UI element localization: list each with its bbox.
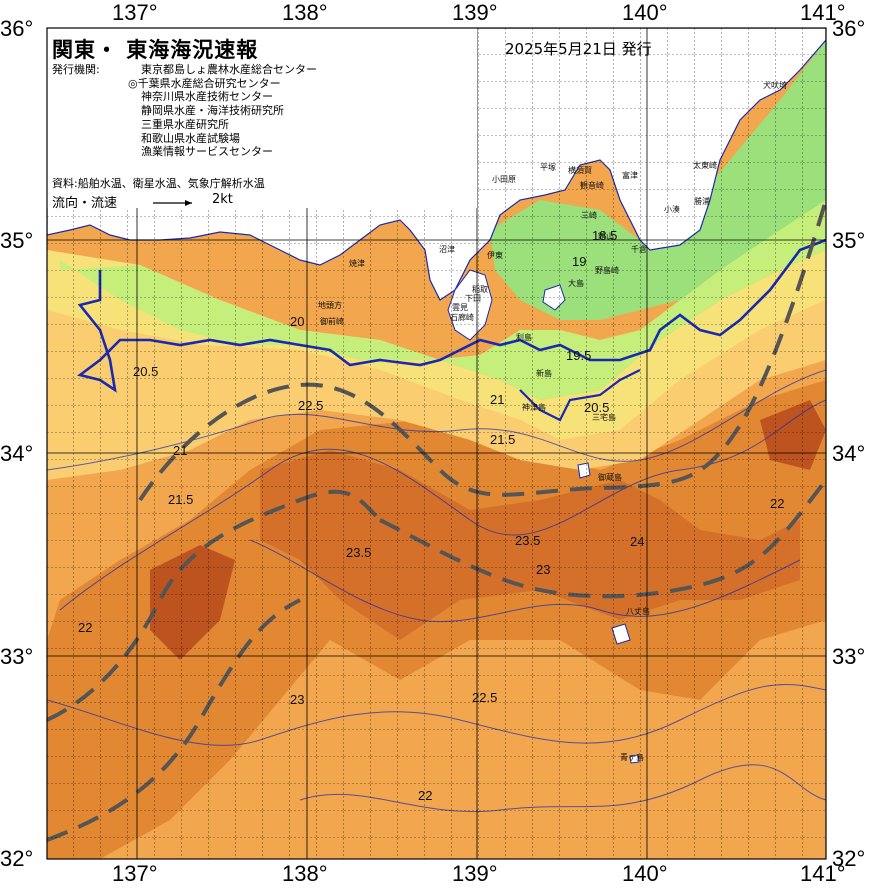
map-frame xyxy=(46,27,827,860)
place-omaezaki: 御前崎 xyxy=(320,317,344,326)
place-hiratsuka: 平塚 xyxy=(540,163,556,172)
place-kominato: 小湊 xyxy=(664,205,680,214)
place-katsuura: 勝浦 xyxy=(694,197,710,206)
issuer-list: 東京都島しょ農林水産総合センター ◎千葉県水産総合研究センター 神奈川県水産技術… xyxy=(128,63,317,159)
legend-panel xyxy=(47,28,477,208)
data-source: 資料:船舶水温、衛星水温、気象庁解析水温 xyxy=(52,177,265,190)
issuer-item: 漁業情報サービスセンター xyxy=(141,145,273,159)
place-inubozaki: 犬吠埼 xyxy=(763,81,787,90)
lon-tick-139: 139° xyxy=(452,0,498,25)
place-futtsu: 富津 xyxy=(622,171,638,180)
lat-tick-34-right: 34° xyxy=(832,441,866,466)
lon-tick-141: 141° xyxy=(800,0,846,25)
place-kozushima: 神津島 xyxy=(522,403,546,412)
contour-label: 23.5 xyxy=(346,545,371,560)
place-kumomi: 雲見 xyxy=(452,303,468,312)
issuer-item: 東京都島しょ農林水産総合センター xyxy=(141,63,317,76)
place-irozaki: 石廊崎 xyxy=(450,313,474,322)
contour-label: 20 xyxy=(290,314,304,329)
place-yokosuka: 横須賀 xyxy=(568,166,592,175)
contour-label: 22 xyxy=(770,496,784,511)
contour-label: 19 xyxy=(572,254,586,269)
place-nojimazaki: 野島崎 xyxy=(595,266,619,275)
issuer-item: 和歌山県水産試験場 xyxy=(141,131,240,145)
lon-tick-140: 140° xyxy=(622,0,668,25)
contour-label: 21.5 xyxy=(490,432,515,447)
lon-tick-139-bottom: 139° xyxy=(452,861,498,886)
lat-tick-32-left: 32° xyxy=(0,846,34,871)
lon-tick-138-bottom: 138° xyxy=(282,861,328,886)
place-miyakejima: 三宅島 xyxy=(592,413,616,422)
place-tateyama: 館山 xyxy=(598,232,614,241)
place-toshima: 利島 xyxy=(516,333,532,342)
flow-scale-arrowhead xyxy=(185,200,192,206)
contour-label: 22.5 xyxy=(472,690,497,705)
contour-label: 19.5 xyxy=(566,348,591,363)
contour-label: 20.5 xyxy=(584,400,609,415)
place-ito: 伊東 xyxy=(487,251,503,260)
place-aogashima: 青ヶ島 xyxy=(620,753,644,762)
contour-label: 22 xyxy=(78,620,92,635)
place-shimoda: 下田 xyxy=(465,294,481,303)
issuer-item: 三重県水産研究所 xyxy=(141,117,229,131)
lon-tick-137: 137° xyxy=(112,0,158,25)
lat-tick-33-left: 33° xyxy=(0,644,34,669)
contour-label: 20.5 xyxy=(133,364,158,379)
lat-tick-33-right: 33° xyxy=(832,644,866,669)
place-kannonzaki: 観音崎 xyxy=(580,181,604,190)
lon-tick-138: 138° xyxy=(282,0,328,25)
contour-label: 21.5 xyxy=(168,492,193,507)
place-jitogata: 地頭方 xyxy=(318,301,342,310)
place-odawara: 小田原 xyxy=(492,175,516,184)
contour-label: 23 xyxy=(290,692,304,707)
place-taitozaki: 太東崎 xyxy=(693,161,717,170)
lat-tick-36-left: 36° xyxy=(0,16,34,41)
lat-tick-35-left: 35° xyxy=(0,228,34,253)
lat-tick-32-right: 32° xyxy=(832,846,866,871)
lat-tick-34-left: 34° xyxy=(0,441,34,466)
issuer-item: ◎千葉県水産総合研究センター xyxy=(128,76,281,90)
place-hachijojima: 八丈島 xyxy=(626,607,650,616)
contour-label: 23 xyxy=(536,562,550,577)
contour-label: 22.5 xyxy=(298,398,323,413)
place-numazu: 沼津 xyxy=(439,245,455,254)
lon-tick-137-bottom: 137° xyxy=(112,861,158,886)
issue-date: 2025年5月21日 発行 xyxy=(505,40,652,58)
lat-tick-35-right: 35° xyxy=(832,228,866,253)
place-oshima: 大島 xyxy=(568,279,584,288)
map-title: 関東・ 東海海況速報 xyxy=(52,38,259,62)
place-misaki: 三崎 xyxy=(581,211,597,220)
issuer-item: 神奈川県水産技術センター xyxy=(141,90,273,104)
flow-label: 流向・流速 xyxy=(52,196,118,211)
contour-label: 21 xyxy=(490,392,504,407)
issuer-label: 発行機関: xyxy=(52,63,100,76)
contour-label: 21 xyxy=(173,443,187,458)
issuer-item: 静岡県水産・海洋技術研究所 xyxy=(141,104,284,118)
lat-tick-36-right: 36° xyxy=(832,16,866,41)
place-chikura: 千倉 xyxy=(631,245,647,254)
lon-tick-141-bottom: 141° xyxy=(800,861,846,886)
place-niijima: 新島 xyxy=(536,369,552,378)
contour-label: 18.5 xyxy=(592,228,617,243)
lon-tick-140-bottom: 140° xyxy=(622,861,668,886)
place-inatori: 稲取 xyxy=(472,285,488,294)
place-mikurajima: 御蔵島 xyxy=(598,473,622,482)
contour-label: 24 xyxy=(630,534,644,549)
contour-label: 22 xyxy=(418,788,432,803)
flow-scale-label: 2kt xyxy=(212,192,233,207)
place-yaizu: 焼津 xyxy=(349,259,365,268)
contour-label: 23.5 xyxy=(515,533,540,548)
